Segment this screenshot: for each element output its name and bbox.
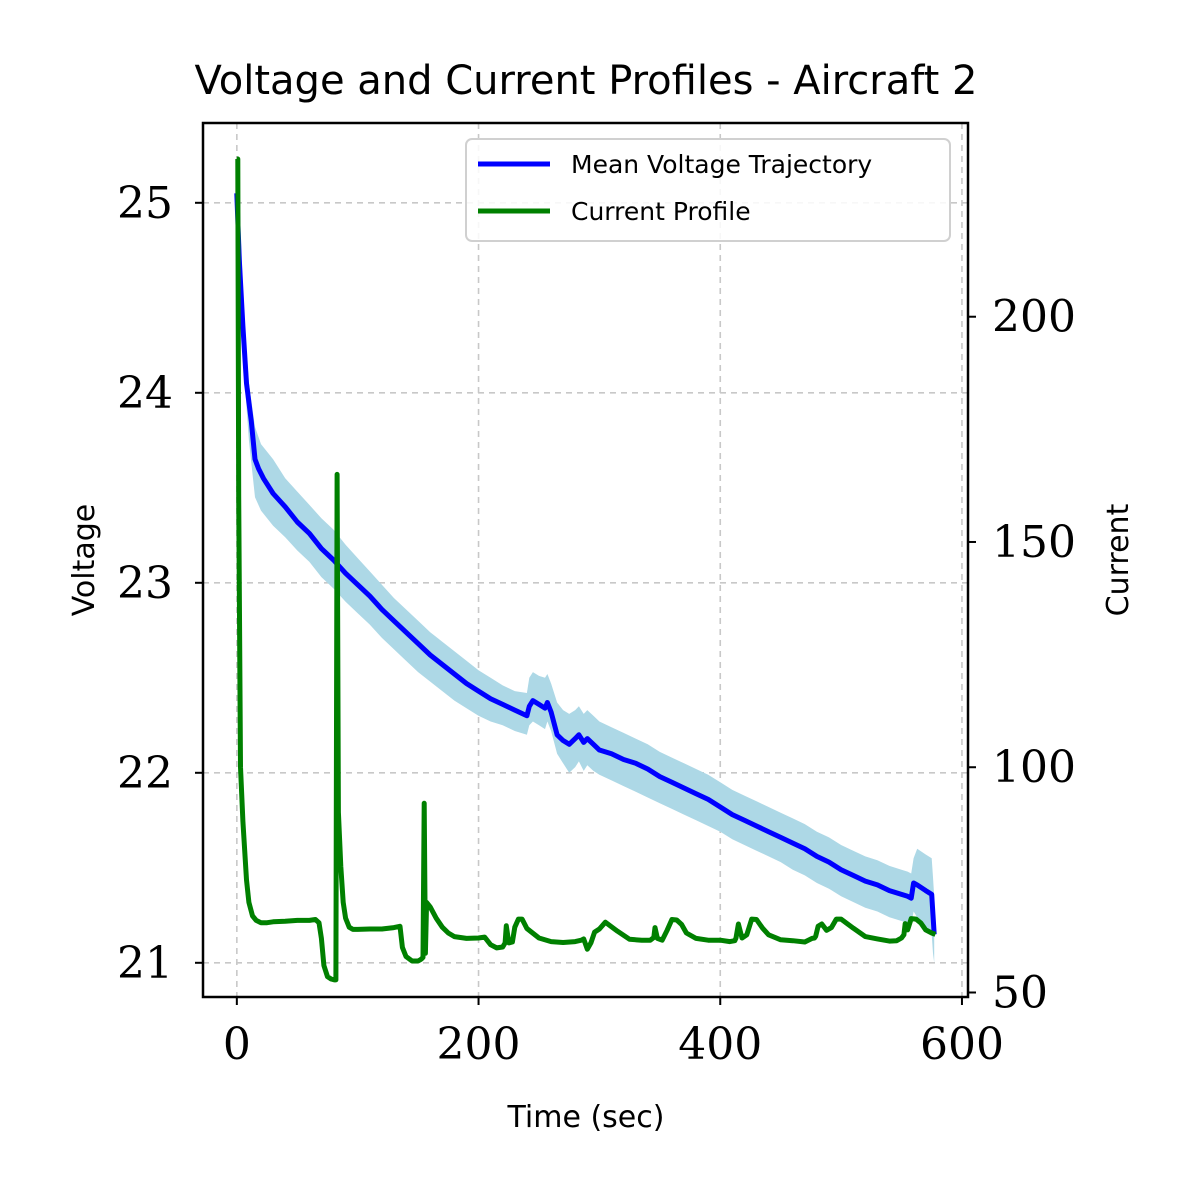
x-axis: 0 200 400 600: [223, 997, 1004, 1070]
y-right-tick-label: 150: [992, 517, 1076, 568]
plot-frame: [201, 121, 970, 999]
legend-label-current: Current Profile: [571, 197, 751, 226]
y-left-tick-label: 24: [117, 368, 173, 419]
y-axis-left: 21 22 23 24 25: [117, 178, 203, 989]
y-left-tick-label: 22: [117, 748, 173, 799]
x-tick-label: 400: [678, 1019, 762, 1070]
y-axis-left-label: Voltage: [67, 504, 102, 617]
voltage-line: [234, 193, 937, 935]
x-tick-label: 0: [223, 1019, 251, 1070]
legend-label-voltage: Mean Voltage Trajectory: [571, 150, 872, 179]
y-right-tick-label: 100: [992, 742, 1076, 793]
x-axis-label: Time (sec): [507, 1100, 665, 1135]
y-right-tick-label: 200: [992, 292, 1076, 343]
y-left-tick-label: 25: [117, 178, 173, 229]
y-axis-right: 50 100 150 200: [968, 292, 1076, 1018]
x-tick-label: 600: [920, 1019, 1004, 1070]
legend: Mean Voltage Trajectory Current Profile: [465, 138, 951, 242]
y-left-tick-label: 23: [117, 558, 173, 609]
y-axis-right-label: Current: [1101, 503, 1136, 616]
voltage-band: [236, 174, 935, 963]
current-line: [235, 156, 937, 983]
legend-box: [465, 138, 951, 242]
x-tick-label: 200: [437, 1019, 521, 1070]
y-left-tick-label: 21: [117, 938, 173, 989]
y-right-tick-label: 50: [992, 967, 1048, 1018]
chart-title: Voltage and Current Profiles - Aircraft …: [195, 58, 978, 104]
